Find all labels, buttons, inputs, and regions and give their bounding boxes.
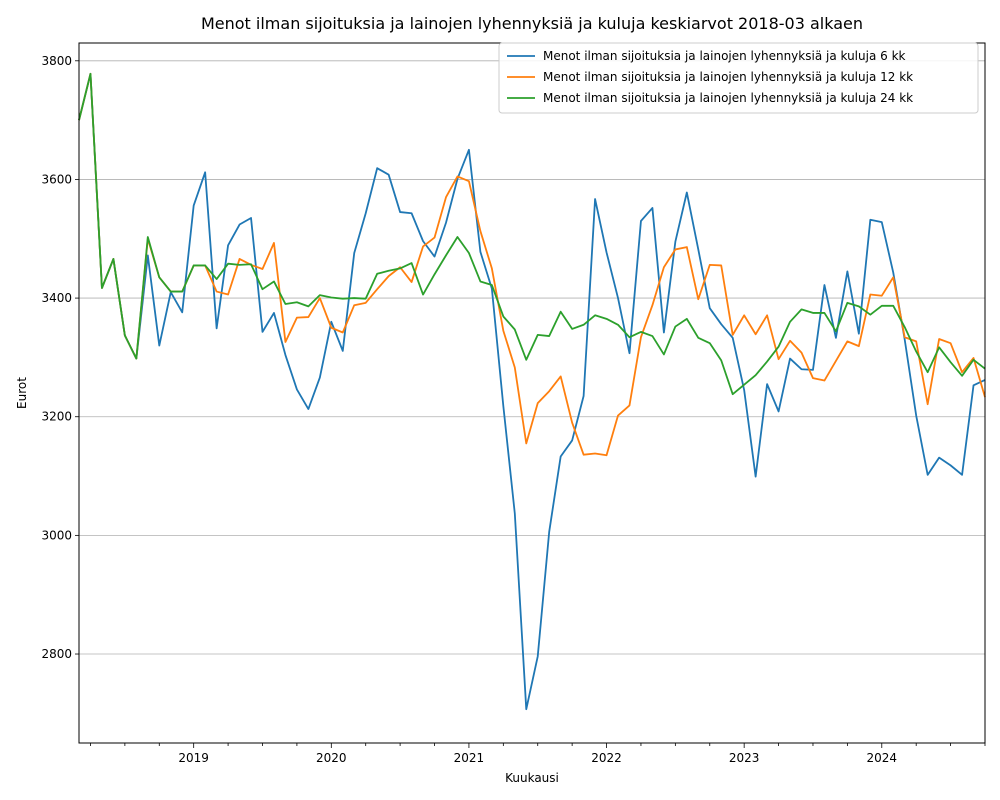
y-tick-label: 2800 — [41, 647, 72, 661]
y-axis: 2800 3000 3200 3400 3600 3800 — [41, 54, 79, 661]
legend-label-12kk: Menot ilman sijoituksia ja lainojen lyhe… — [543, 70, 913, 84]
y-tick-label: 3600 — [41, 172, 72, 186]
y-tick-label: 3400 — [41, 291, 72, 305]
x-tick-label: 2022 — [591, 751, 622, 765]
x-tick-label: 2019 — [178, 751, 209, 765]
legend-label-24kk: Menot ilman sijoituksia ja lainojen lyhe… — [543, 91, 913, 105]
legend-box — [498, 42, 979, 114]
y-tick-label: 3800 — [41, 54, 72, 68]
y-tick-label: 3200 — [41, 410, 72, 424]
x-axis-label: Kuukausi — [505, 771, 559, 785]
y-axis-label: Eurot — [15, 377, 29, 409]
x-tick-label: 2021 — [454, 751, 485, 765]
x-tick-label: 2023 — [729, 751, 760, 765]
chart-title: Menot ilman sijoituksia ja lainojen lyhe… — [201, 14, 863, 33]
y-tick-label: 3000 — [41, 528, 72, 542]
x-tick-label: 2024 — [867, 751, 898, 765]
x-tick-label: 2020 — [316, 751, 347, 765]
series-12kk-line — [78, 72, 986, 457]
x-axis: 2019 2020 2021 2022 2023 2024 — [90, 743, 986, 765]
legend: Menot ilman sijoituksia ja lainojen lyhe… — [498, 42, 979, 114]
series-layer — [78, 72, 986, 711]
series-24kk-line — [78, 72, 986, 396]
legend-label-6kk: Menot ilman sijoituksia ja lainojen lyhe… — [543, 49, 906, 63]
